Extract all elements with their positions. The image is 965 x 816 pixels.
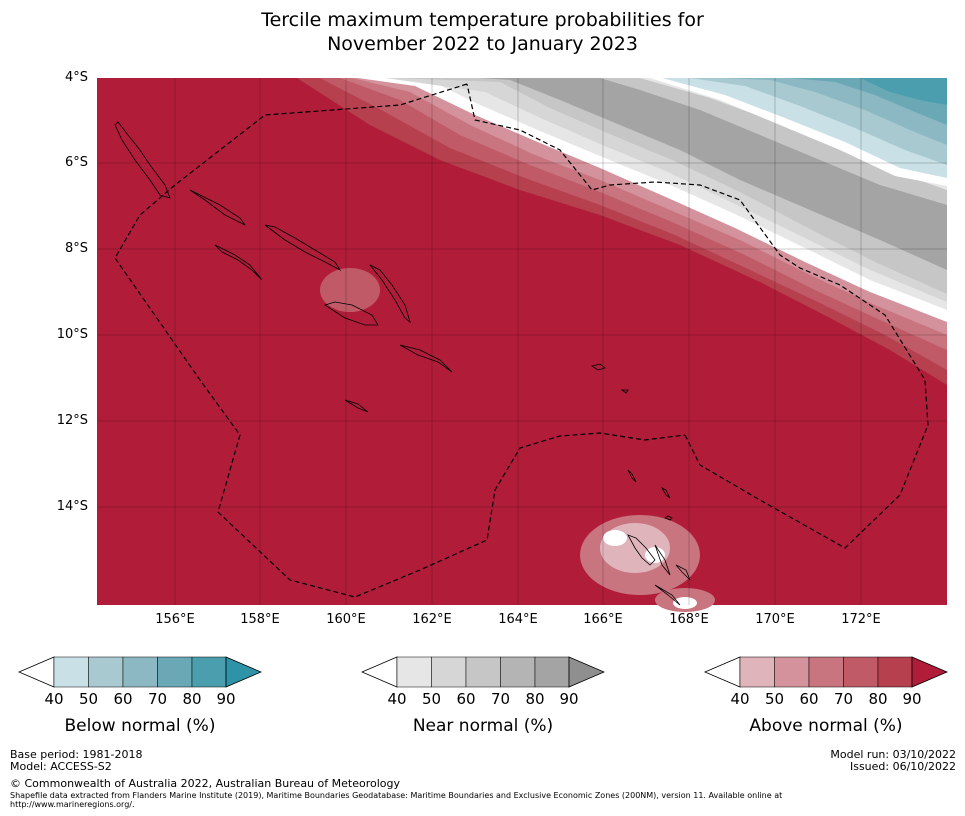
colorbar-above-cell-5 (877, 656, 913, 688)
efate-island (654, 584, 681, 606)
colorbar-above-cell-1 (739, 656, 775, 688)
below-normal-label: Below normal (%) (64, 716, 216, 736)
white-patch-south (673, 597, 697, 609)
gridlines (97, 78, 947, 605)
colorbar-near-cell-4 (500, 656, 536, 688)
colorbar-above-cell-2 (774, 656, 810, 688)
below-tick-80: 80 (182, 690, 202, 708)
colorbar-near-normal (361, 656, 606, 688)
lon-label-168e: 168°E (669, 612, 709, 627)
islands (114, 121, 691, 606)
above-tick-50: 50 (764, 690, 785, 708)
colorbar-near-cell-3 (465, 656, 501, 688)
colorbar-below-normal (18, 656, 263, 688)
lon-label-156e: 156°E (155, 612, 195, 627)
shapefile-credit-line-1: Shapefile data extracted from Flanders M… (10, 791, 783, 800)
shepherd-islands (675, 564, 691, 581)
colorbar-near-cell-2 (431, 656, 467, 688)
colorbar-below-cell-3 (122, 656, 158, 688)
lat-label-14s: 14°S (56, 499, 88, 514)
colorbar-near-cell-5 (534, 656, 570, 688)
model-name: Model: ACCESS-S2 (10, 760, 112, 773)
eez-boundaries (114, 83, 929, 598)
lat-label-6s: 6°S (64, 155, 88, 170)
colorbar-near-arrow (568, 656, 606, 688)
footer-left: Base period: 1981-2018 Model: ACCESS-S2 (10, 749, 142, 773)
colorbar-above-arrow (911, 656, 949, 688)
lat-label-8s: 8°S (64, 241, 88, 256)
malaita-island (369, 264, 411, 324)
above-tick-40: 40 (730, 690, 750, 708)
white-patch-vanuatu-1 (603, 530, 627, 546)
lon-label-164e: 164°E (498, 612, 538, 627)
lon-label-162e: 162°E (412, 612, 452, 627)
title-line-1: Tercile maximum temperature probabilitie… (261, 9, 704, 31)
vanuatu-eez (466, 83, 929, 549)
below-tick-90: 90 (216, 690, 236, 708)
malakula-island (654, 544, 671, 576)
colorbar-above-cell-3 (808, 656, 844, 688)
banks-islands (627, 469, 637, 483)
below-tick-40: 40 (44, 690, 64, 708)
small-island-1 (664, 515, 673, 521)
colorbar-above-normal (704, 656, 949, 688)
colorbar-below-arrow (225, 656, 263, 688)
small-island-2 (620, 389, 629, 394)
lat-label-10s: 10°S (56, 327, 88, 342)
colorbar-near-cell-1 (396, 656, 432, 688)
colorbar-above-cell-4 (843, 656, 879, 688)
near-tick-80: 80 (525, 690, 545, 708)
lon-label-158e: 158°E (240, 612, 280, 627)
near-tick-90: 90 (559, 690, 579, 708)
above-tick-70: 70 (833, 690, 854, 708)
model-run: Model run: 03/10/2022 (830, 748, 956, 761)
torres-islands (660, 487, 671, 499)
above-tick-80: 80 (868, 690, 888, 708)
lon-label-166e: 166°E (583, 612, 623, 627)
title-line-2: November 2022 to January 2023 (327, 33, 638, 55)
guadalcanal-island (324, 301, 379, 326)
near-tick-70: 70 (490, 690, 511, 708)
map-title: Tercile maximum temperature probabilitie… (0, 8, 965, 56)
makira-island (399, 344, 453, 373)
lon-label-160e: 160°E (326, 612, 366, 627)
rennell-island (344, 399, 369, 413)
colorbar-below-cell-1 (53, 656, 89, 688)
bougainville-island (114, 121, 171, 199)
footer-right: Model run: 03/10/2022 Issued: 06/10/2022 (830, 749, 956, 773)
below-normal-band-80 (860, 78, 947, 105)
above-normal-label: Above normal (%) (749, 716, 903, 736)
colorbar-below-cell-5 (191, 656, 227, 688)
near-tick-60: 60 (456, 690, 476, 708)
new-georgia-islands (214, 244, 263, 281)
above-tick-60: 60 (799, 690, 819, 708)
shapefile-credit-line-2: http://www.marineregions.org/. (10, 800, 135, 809)
lon-label-172e: 172°E (841, 612, 881, 627)
colorbar-below-cell-4 (157, 656, 193, 688)
near-tick-50: 50 (421, 690, 442, 708)
santa-cruz-islands (591, 363, 606, 371)
below-tick-70: 70 (147, 690, 168, 708)
above-normal-patch-solomons (320, 268, 380, 312)
espiritu-santo-island (627, 534, 656, 566)
issued-date: Issued: 06/10/2022 (849, 760, 956, 773)
base-period: Base period: 1981-2018 (10, 748, 143, 761)
above-tick-90: 90 (902, 690, 922, 708)
lat-label-4s: 4°S (64, 70, 88, 85)
lon-label-170e: 170°E (755, 612, 795, 627)
santa-isabel-island (264, 224, 342, 272)
choiseul-island (189, 189, 246, 226)
colorbar-below-cell-2 (88, 656, 124, 688)
solomon-islands-eez (114, 83, 686, 598)
below-tick-60: 60 (113, 690, 133, 708)
below-tick-50: 50 (78, 690, 99, 708)
shapefile-credit: Shapefile data extracted from Flanders M… (10, 791, 960, 809)
near-normal-label: Near normal (%) (412, 716, 554, 736)
copyright: © Commonwealth of Australia 2022, Austra… (10, 777, 400, 790)
lat-label-12s: 12°S (56, 413, 88, 428)
near-tick-40: 40 (387, 690, 407, 708)
